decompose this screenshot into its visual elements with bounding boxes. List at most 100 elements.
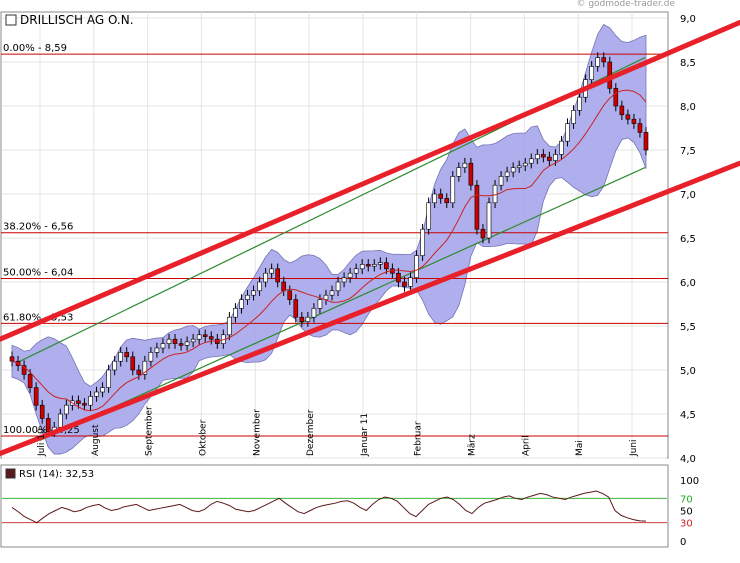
candle-body xyxy=(227,316,232,336)
candle-body xyxy=(21,365,27,375)
candle-body xyxy=(450,176,456,204)
candle-body xyxy=(64,404,69,415)
candle-body xyxy=(396,272,401,283)
watermark: © godmode-trader.de xyxy=(576,0,675,9)
candle-body xyxy=(408,277,413,287)
candle-body xyxy=(208,336,214,340)
candle-body xyxy=(94,391,99,397)
ma-line xyxy=(11,89,647,412)
candle-body xyxy=(106,369,111,388)
candle-body xyxy=(269,268,274,274)
candle-body xyxy=(142,360,148,375)
rsi-tick-label: 50 xyxy=(680,507,693,518)
candle-body xyxy=(323,294,329,300)
candle-body xyxy=(178,343,184,346)
candle-body xyxy=(516,165,522,168)
candle-body xyxy=(547,156,552,161)
candle-body xyxy=(100,387,105,393)
candle-body xyxy=(378,262,383,265)
candle-body xyxy=(160,343,166,349)
candle-body xyxy=(239,299,244,309)
y-tick-label: 4,0 xyxy=(680,454,696,465)
candle-body xyxy=(130,356,136,371)
y-tick-label: 7,0 xyxy=(680,190,696,201)
x-tick-label: November xyxy=(252,409,262,456)
candle-body xyxy=(565,123,570,142)
candle-body xyxy=(263,272,268,283)
candle-body xyxy=(124,352,130,358)
candle-body xyxy=(233,308,238,318)
candle-body xyxy=(510,167,516,173)
fib-label: 0.00% - 8,59 xyxy=(3,43,67,54)
candle-body xyxy=(528,158,534,164)
candle-body xyxy=(287,290,293,300)
candle-body xyxy=(184,341,190,346)
candle-body xyxy=(456,167,462,177)
trend-channel-line xyxy=(0,160,740,457)
candle-body xyxy=(474,184,480,230)
price-y-axis: 4,0 4,5 5,0 5,5 6,0 6,5 7,0 7,5 8,0 8,5 9,0 xyxy=(680,14,696,465)
y-tick-label: 8,5 xyxy=(680,58,696,69)
candle-body xyxy=(432,193,437,204)
candle-body xyxy=(257,281,262,292)
candle-body xyxy=(172,338,178,344)
candle-body xyxy=(305,316,311,322)
y-tick-label: 5,5 xyxy=(680,322,696,333)
candle-body xyxy=(39,404,45,419)
rsi-tick-label: 70 xyxy=(680,494,693,505)
candle-body xyxy=(619,105,625,116)
chart-title: DRILLISCH AG O.N. xyxy=(20,13,134,27)
rsi-line xyxy=(11,490,647,524)
candle-body xyxy=(589,66,594,80)
y-tick-label: 6,0 xyxy=(680,278,696,289)
candle-body xyxy=(353,268,359,274)
x-tick-label: Juni xyxy=(629,439,639,457)
candle-body xyxy=(438,193,444,199)
fib-label: 61.80% - 5,53 xyxy=(3,312,73,323)
x-tick-label: März xyxy=(468,434,478,456)
candle-body xyxy=(317,299,323,309)
candle-body xyxy=(553,154,558,161)
rsi-tick-label: 0 xyxy=(680,537,686,548)
inner-channel-line xyxy=(39,167,646,441)
rsi-tick-label: 100 xyxy=(680,476,699,487)
candle-body xyxy=(76,400,81,404)
candle-body xyxy=(643,132,649,151)
candle-body xyxy=(535,154,540,160)
x-tick-label: August xyxy=(91,424,101,456)
y-tick-label: 7,5 xyxy=(680,146,696,157)
candle-body xyxy=(444,198,450,204)
candle-body xyxy=(341,277,347,283)
candle-body xyxy=(468,162,474,186)
candle-body xyxy=(631,118,637,124)
y-tick-label: 5,0 xyxy=(680,366,696,377)
candle-body xyxy=(613,88,619,107)
candle-body xyxy=(426,202,431,230)
x-tick-label: Juli 10 xyxy=(37,428,47,457)
legend-swatch xyxy=(5,14,17,26)
candle-body xyxy=(577,96,582,111)
trend-channel-line xyxy=(0,19,740,342)
price-x-axis: Juli 10 August September Oktober November Dez… xyxy=(37,406,639,457)
x-tick-label: September xyxy=(145,406,155,456)
rsi-swatch xyxy=(5,468,16,479)
candle-body xyxy=(196,334,202,340)
candle-body xyxy=(420,228,425,256)
candle-body xyxy=(154,347,160,353)
candle-body xyxy=(190,338,196,343)
candle-body xyxy=(486,202,492,239)
candle-body xyxy=(45,418,51,432)
candle-body xyxy=(504,171,510,177)
trend-channel xyxy=(0,19,740,457)
fib-label: 50.00% - 6,04 xyxy=(3,267,73,278)
candle-body xyxy=(27,374,33,388)
x-tick-label: Januar 11 xyxy=(360,413,370,457)
moving-average xyxy=(11,89,647,412)
y-tick-label: 4,5 xyxy=(680,410,696,421)
candle-body xyxy=(347,272,353,278)
candle-body xyxy=(82,403,87,406)
candle-body xyxy=(33,387,39,406)
candle-body xyxy=(281,281,287,292)
